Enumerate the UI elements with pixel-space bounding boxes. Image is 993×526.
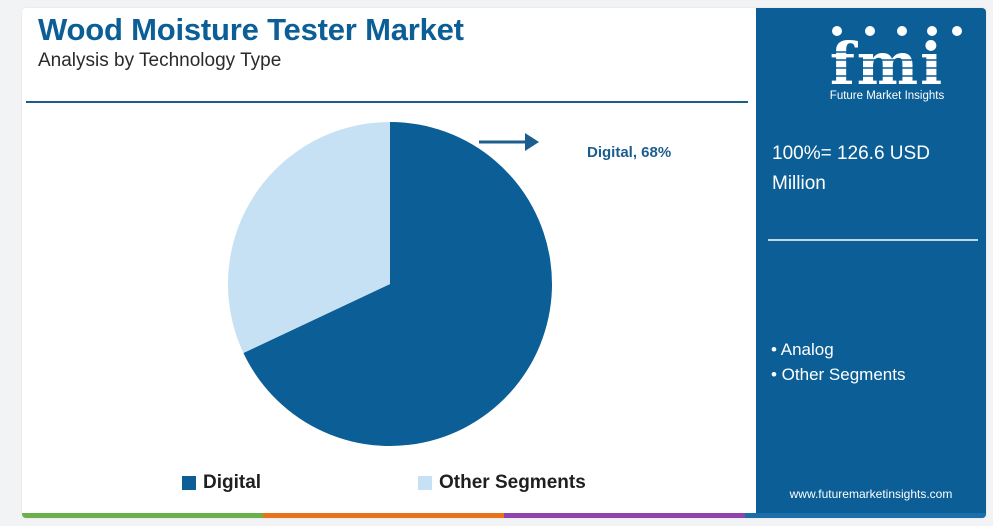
legend-item-digital: Digital xyxy=(182,472,261,494)
bottom-bar-segment xyxy=(263,513,504,518)
side-panel xyxy=(756,8,986,518)
digital-callout-label: Digital, 68% xyxy=(587,144,672,161)
logo-subtitle: Future Market Insights xyxy=(829,90,945,102)
legend-item-other-segments: Other Segments xyxy=(418,472,586,494)
segment-list: • Analog • Other Segments xyxy=(771,337,905,387)
fmi-logo: fmi xyxy=(802,26,972,98)
legend-swatch-other-segments xyxy=(418,476,432,490)
bottom-bar-segment xyxy=(745,513,986,518)
chart-card: Wood Moisture Tester Market Analysis by … xyxy=(22,8,986,518)
bottom-color-bar xyxy=(22,513,986,518)
website-url: www.futuremarketinsights.com xyxy=(789,487,953,501)
chart-title: Wood Moisture Tester Market xyxy=(38,12,464,47)
logo-wordmark: fmi xyxy=(830,30,944,98)
pie-slice-digital xyxy=(243,121,553,446)
panel-divider xyxy=(768,239,978,241)
title-divider xyxy=(26,101,748,103)
legend-label-other-segments: Other Segments xyxy=(439,472,586,493)
legend-swatch-digital xyxy=(182,476,196,490)
pie-chart xyxy=(228,121,553,446)
pie-slice-other-segments xyxy=(228,122,390,353)
chart-subtitle: Analysis by Technology Type xyxy=(38,50,282,71)
callout-arrow-icon xyxy=(479,133,539,151)
market-total: 100%= 126.6 USD Million xyxy=(772,143,930,194)
segment-item-other-segments: • Other Segments xyxy=(771,365,906,384)
legend-label-digital: Digital xyxy=(203,472,262,493)
bottom-bar-segment xyxy=(504,513,745,518)
segment-item-analog: • Analog xyxy=(771,340,834,359)
bottom-bar-segment xyxy=(22,513,263,518)
